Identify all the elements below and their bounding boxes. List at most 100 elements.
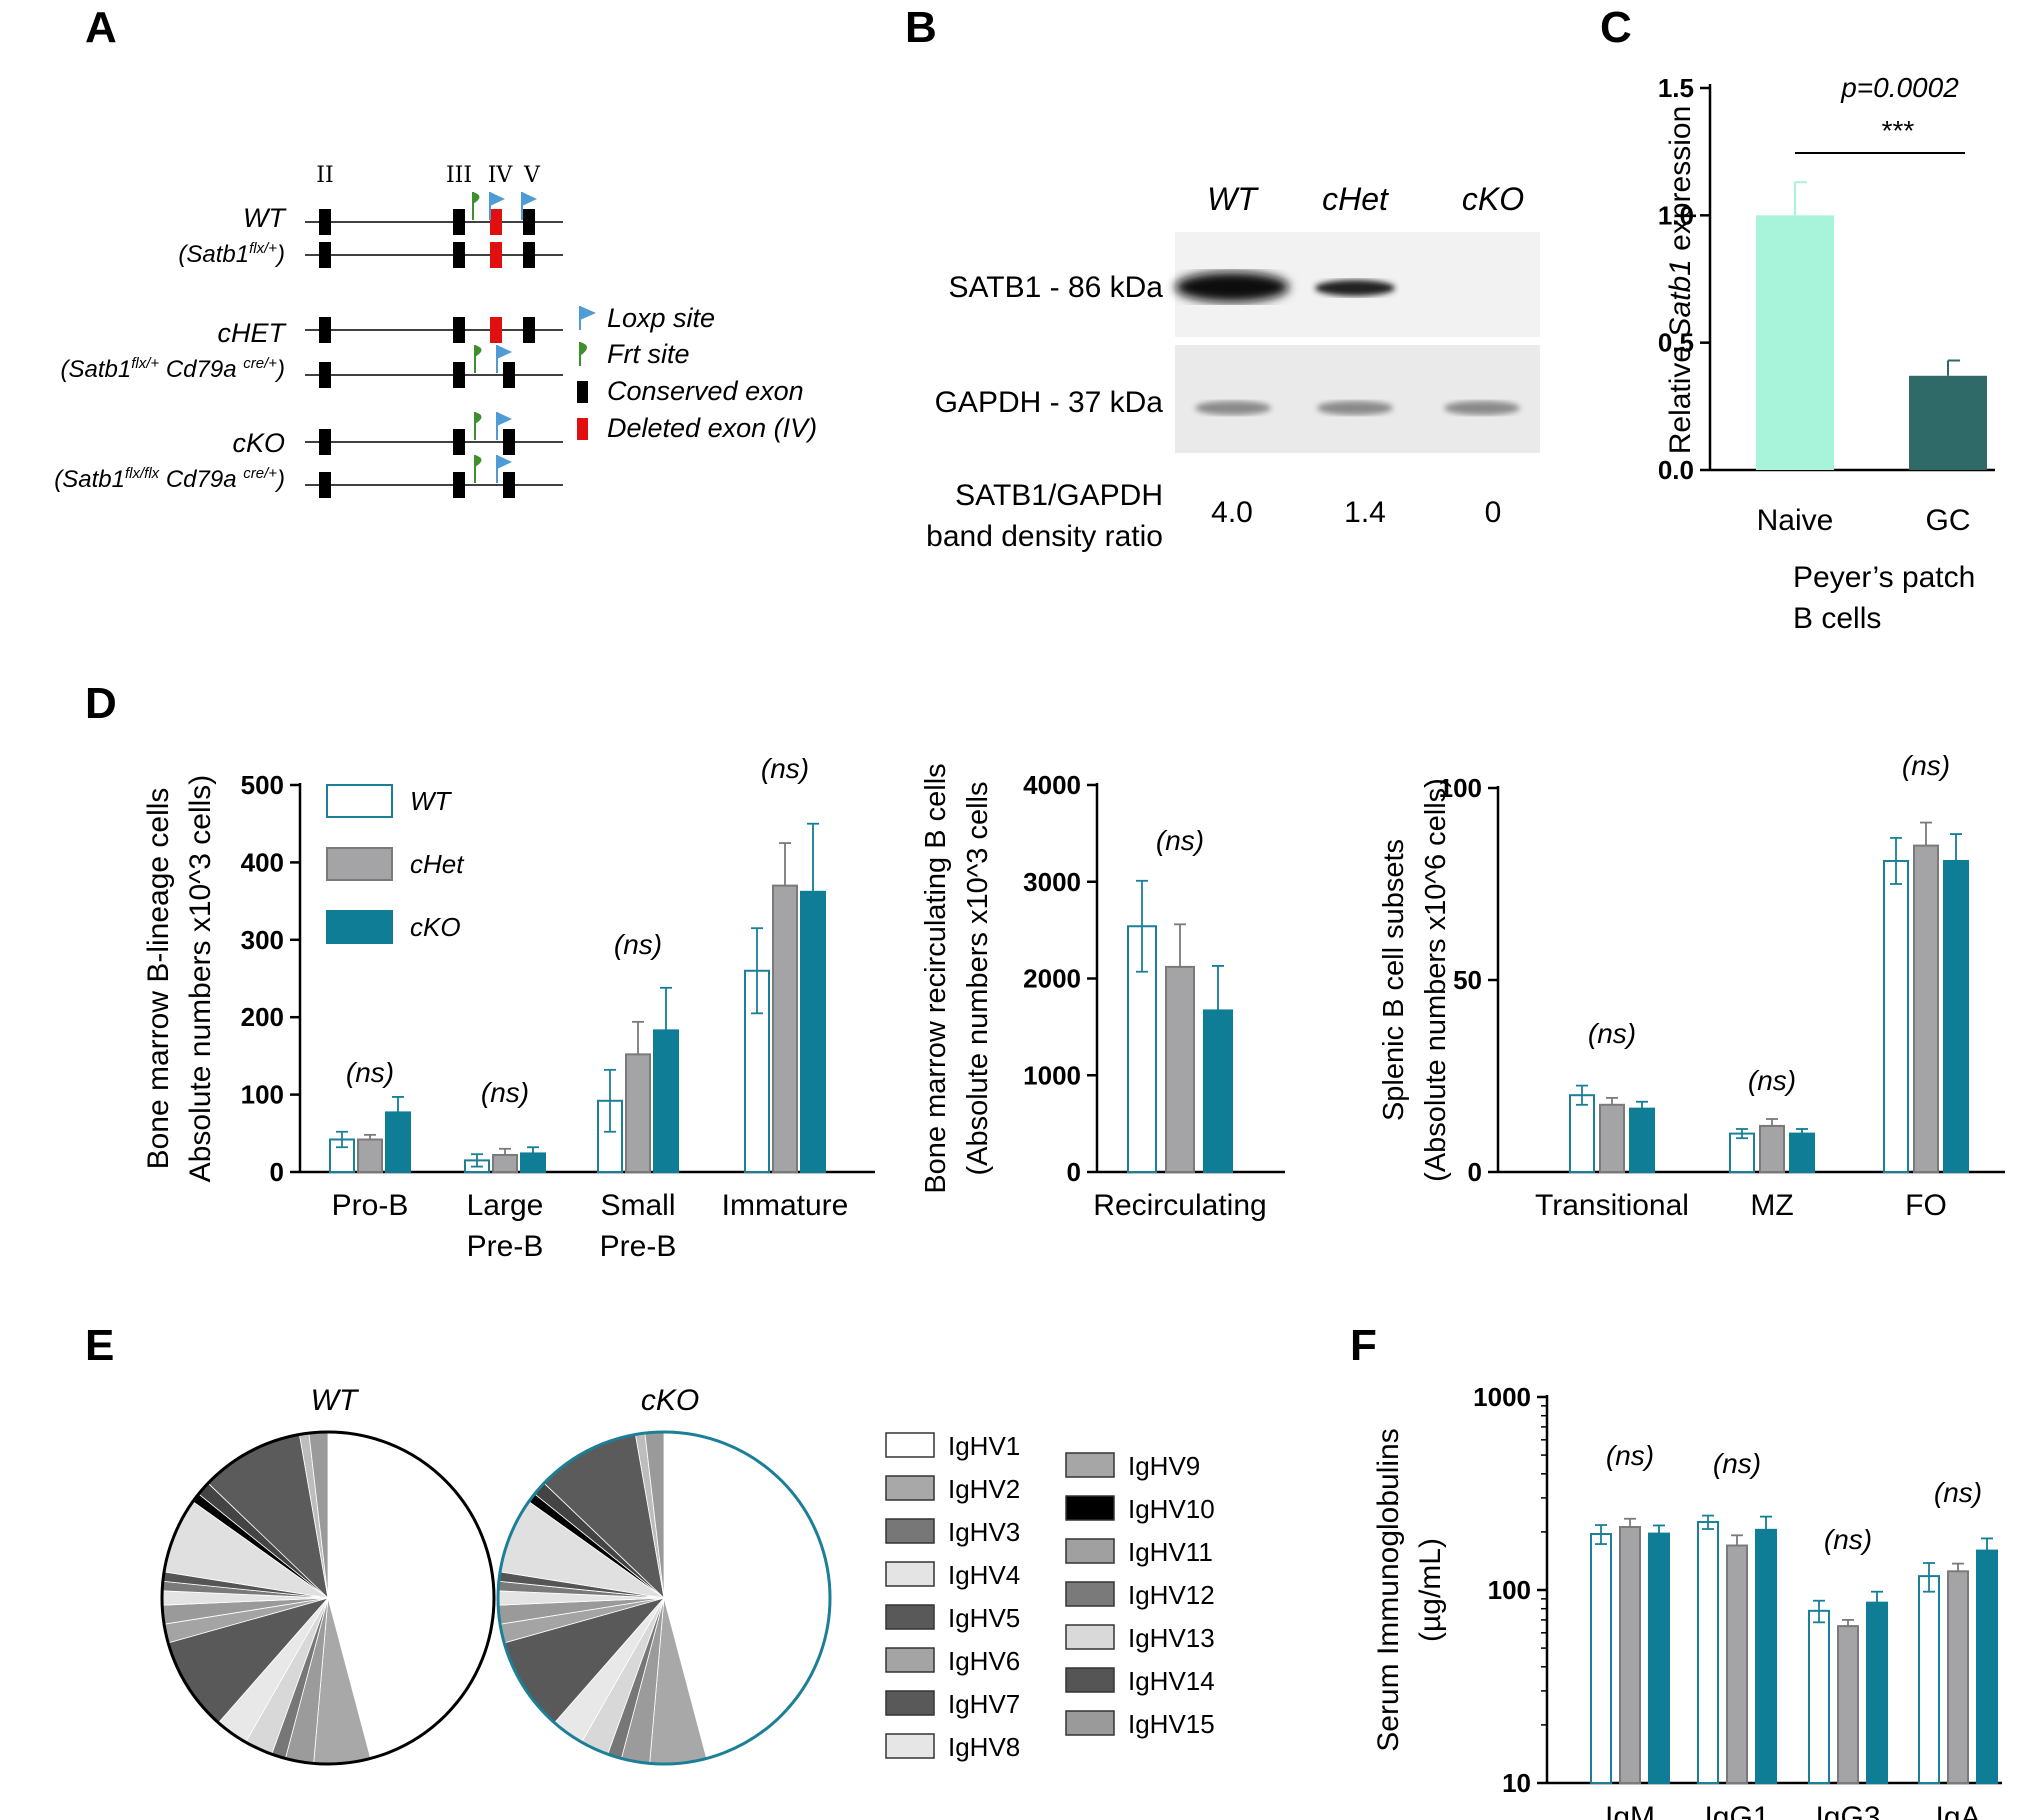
panel-f-chart: 10 100 1000 Serum Immunoglobulins (µg/mL) IgM… [1372,1382,2002,1820]
conserved-exon [319,362,331,388]
legend-swatch [886,1605,934,1629]
ns-annotation: (ns) [1156,825,1204,856]
p-value: p=0.0002 [1840,72,1959,103]
bar-chet [1620,1527,1640,1783]
conserved-exon [453,317,465,343]
legend-swatch [1066,1625,1114,1649]
ns-annotation: (ns) [1588,1018,1636,1049]
y-axis-label: Bone marrow recirculating B cells [920,763,952,1193]
bar-naive [1756,215,1834,470]
conserved-exon [319,472,331,498]
bar-cko [1867,1603,1887,1783]
conserved-exon [453,242,465,268]
y-tick-label: 50 [1453,965,1482,995]
conserved-exon [319,209,331,235]
exon-label-iii: III [446,163,472,188]
y-axis-label: Absolute numbers x10^3 cells) [184,775,217,1183]
bar-chet [1948,1571,1968,1783]
ns-annotation: (ns) [761,753,809,784]
bar-cko [1977,1551,1997,1783]
legend-label: IgHV6 [948,1646,1020,1676]
x-tick-label: Large [467,1189,544,1222]
y-tick-label: 1.5 [1658,73,1694,103]
bar-cko [654,1030,678,1172]
loxp-legend-icon [580,306,596,330]
bar-chet [493,1155,517,1172]
panel-letter-e: E [85,1321,114,1370]
bar-wt [1809,1611,1829,1783]
band-gapdh-cko [1444,401,1520,415]
bar-chet [358,1139,382,1172]
legend-swatch [886,1734,934,1758]
bar-wt [1570,1095,1594,1172]
bar-chet [626,1054,650,1172]
legend-swatch [886,1433,934,1457]
panel-letter-a: A [85,3,117,52]
genotype-cko: cKO [232,428,285,458]
bar-wt [1884,861,1908,1172]
conserved-exon [319,429,331,455]
x-tick-label: FO [1905,1189,1947,1222]
ns-annotation: (ns) [1934,1477,1982,1508]
legend-label: IgHV14 [1128,1666,1215,1696]
y-tick-label: 3000 [1023,867,1081,897]
loxp-flag [522,192,537,206]
legend-swatch [1066,1711,1114,1735]
y-tick-label: 0 [270,1157,284,1187]
legend-label: IgHV15 [1128,1709,1215,1739]
x-tick-label: IgG1 [1704,1801,1769,1820]
x-tick-label: IgA [1935,1801,1980,1820]
legend-label: WT [410,786,453,816]
legend-swatch-chet [327,848,392,880]
band-gapdh-wt [1195,401,1271,415]
ratio-cko: 0 [1485,496,1502,529]
y-tick-label: 0 [1468,1157,1482,1187]
exon-label-ii: II [316,163,333,188]
bar-cko [1204,1010,1232,1172]
y-axis-label: Bone marrow B-lineage cells [142,788,175,1170]
deleted-exon [490,242,502,268]
legend-frt: Frt site [607,339,690,369]
legend-swatch [1066,1453,1114,1477]
exon-label-v: V [523,163,541,188]
legend-label: IgHV11 [1128,1537,1213,1567]
legend-label: IgHV4 [948,1560,1020,1590]
x-tick-label: Recirculating [1093,1189,1266,1222]
legend-swatch [1066,1582,1114,1606]
allele-chet: (Satb1flx/+ Cd79a cre/+) [61,355,285,383]
frt-flag [475,345,482,357]
band-gapdh-chet [1317,401,1393,415]
bar-gc [1909,376,1987,470]
conserved-exon [319,242,331,268]
conserved-exon [319,317,331,343]
bar-chet [1914,846,1938,1172]
legend-loxp: Loxp site [607,303,715,333]
y-label-part: expression [1664,106,1697,259]
x-tick-label: GC [1926,504,1971,537]
legend-label: cKO [410,912,461,942]
y-label-part: Relative [1664,338,1697,455]
band-label-gapdh: GAPDH - 37 kDa [935,386,1164,419]
ns-annotation: (ns) [1713,1448,1761,1479]
panel-letter-c: C [1600,3,1632,52]
legend-conserved: Conserved exon [607,376,804,406]
legend-label: IgHV9 [1128,1451,1200,1481]
x-tick-label: Pro-B [332,1189,409,1222]
y-tick-label: 400 [241,847,284,877]
bar-chet [1727,1546,1747,1783]
bar-cko [1649,1534,1669,1783]
legend-label: IgHV1 [948,1431,1020,1461]
conserved-exon [523,317,535,343]
panel-b-western-blot: WT cHet cKO SATB1 - 86 kDa GAPDH - 37 kD… [926,181,1540,553]
y-tick-label: 10 [1502,1768,1531,1798]
x-tick-label: MZ [1750,1189,1793,1222]
y-label-part: Satb1 [1664,259,1697,337]
loxp-flag [497,455,512,469]
ns-annotation: (ns) [481,1077,529,1108]
legend-label: IgHV7 [948,1689,1020,1719]
panel-letter-f: F [1350,1321,1377,1370]
genotype-chet: cHET [218,318,288,348]
x-tick-label: Naive [1757,504,1834,537]
y-tick-label: 2000 [1023,964,1081,994]
